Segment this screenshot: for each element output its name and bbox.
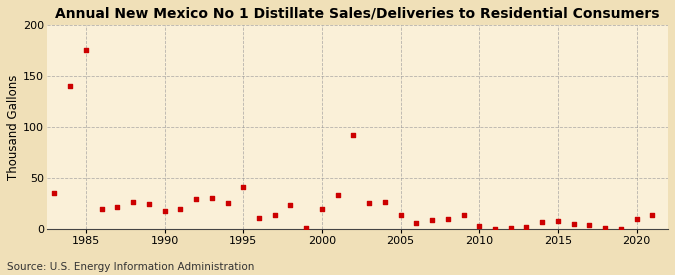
Point [207, 196, 217, 201]
Point [599, 226, 610, 230]
Point [144, 201, 155, 206]
Title: Annual New Mexico No 1 Distillate Sales/Deliveries to Residential Consumers: Annual New Mexico No 1 Distillate Sales/… [55, 7, 659, 21]
Point [474, 224, 485, 228]
Point [317, 207, 327, 211]
Point [80, 48, 91, 53]
Point [97, 207, 107, 211]
Point [647, 213, 657, 217]
Point [112, 204, 123, 209]
Text: Source: U.S. Energy Information Administration: Source: U.S. Energy Information Administ… [7, 262, 254, 272]
Point [411, 221, 422, 225]
Point [190, 197, 201, 202]
Y-axis label: Thousand Gallons: Thousand Gallons [7, 74, 20, 180]
Point [631, 217, 642, 221]
Point [269, 213, 280, 217]
Point [395, 213, 406, 217]
Point [128, 199, 138, 204]
Point [379, 199, 390, 204]
Point [568, 222, 579, 226]
Point [458, 213, 469, 217]
Point [553, 219, 564, 223]
Point [65, 84, 76, 88]
Point [364, 200, 375, 205]
Point [301, 226, 312, 230]
Point [222, 200, 233, 205]
Point [285, 202, 296, 207]
Point [442, 217, 453, 221]
Point [537, 220, 547, 224]
Point [427, 218, 437, 222]
Point [159, 208, 170, 213]
Point [616, 227, 626, 231]
Point [348, 133, 359, 138]
Point [506, 226, 516, 230]
Point [254, 216, 265, 220]
Point [49, 191, 60, 196]
Point [238, 185, 248, 189]
Point [332, 193, 343, 198]
Point [175, 207, 186, 211]
Point [489, 227, 500, 231]
Point [584, 223, 595, 227]
Point [521, 225, 532, 229]
